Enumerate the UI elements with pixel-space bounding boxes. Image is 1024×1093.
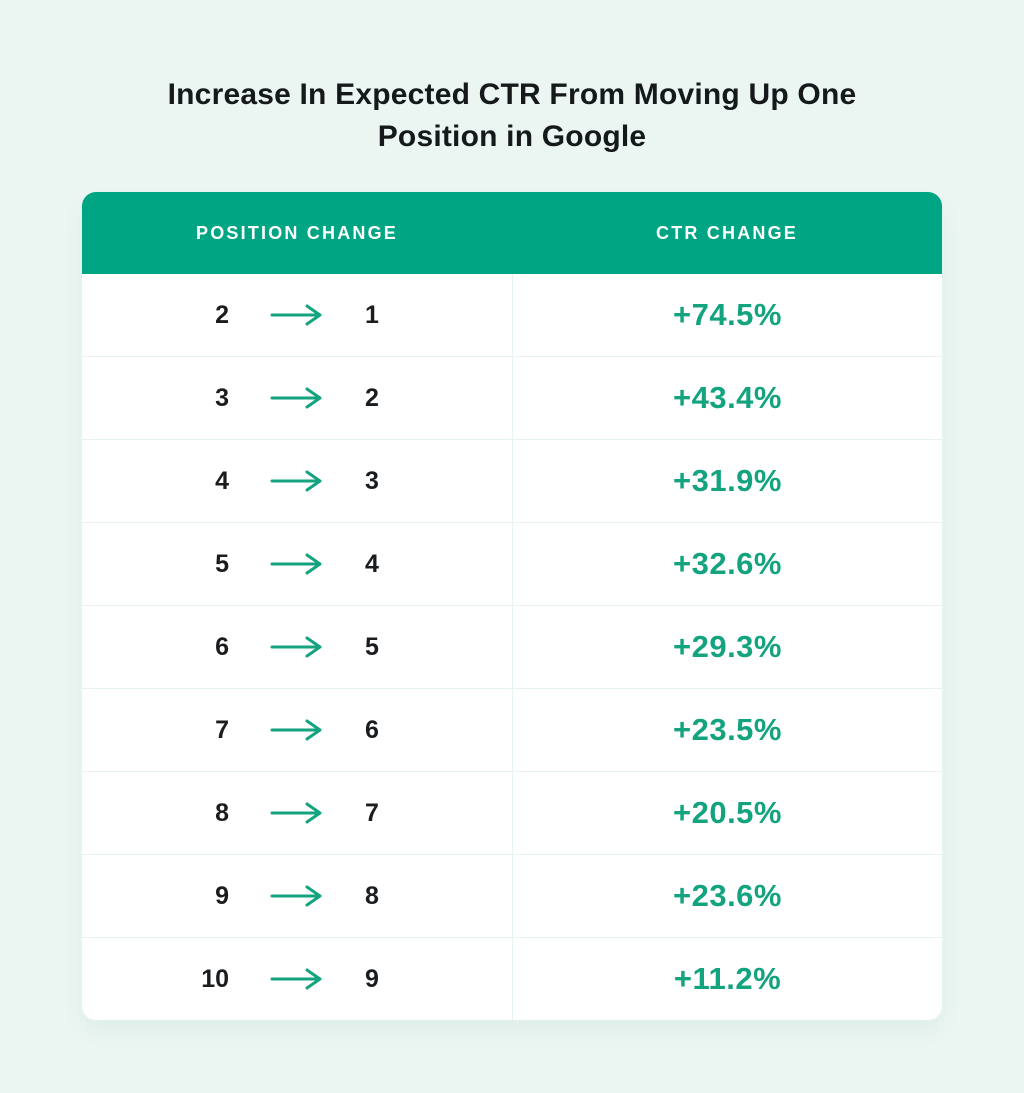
position-to: 6 (365, 715, 379, 744)
position-from: 6 (215, 632, 229, 661)
position-to: 8 (365, 881, 379, 910)
ctr-change-value: +43.4% (672, 380, 782, 415)
table-row: 7 6 +23.5% (82, 688, 942, 771)
table-row: 2 1 +74.5% (82, 274, 942, 356)
ctr-change-cell: +32.6% (512, 523, 942, 605)
position-from: 2 (215, 300, 229, 329)
position-change-cell: 5 4 (82, 523, 512, 605)
position-change-cell: 10 9 (82, 938, 512, 1020)
position-from: 4 (215, 466, 229, 495)
position-change-cell: 4 3 (82, 440, 512, 522)
table-row: 10 9 +11.2% (82, 937, 942, 1020)
table-row: 5 4 +32.6% (82, 522, 942, 605)
position-change-cell: 9 8 (82, 855, 512, 937)
position-change-cell: 7 6 (82, 689, 512, 771)
position-from: 5 (215, 549, 229, 578)
position-change-cell: 6 5 (82, 606, 512, 688)
column-header-position-change: POSITION CHANGE (195, 222, 398, 243)
ctr-change-value: +11.2% (673, 961, 782, 996)
table-row: 8 7 +20.5% (82, 771, 942, 854)
right-arrow-icon (270, 885, 322, 907)
position-to: 9 (365, 964, 379, 993)
right-arrow-icon (270, 719, 322, 741)
table-header-row: POSITION CHANGE CTR CHANGE (82, 192, 942, 274)
ctr-change-value: +31.9% (672, 463, 782, 498)
ctr-change-cell: +43.4% (512, 357, 942, 439)
ctr-change-cell: +20.5% (512, 772, 942, 854)
column-header-ctr-change: CTR CHANGE (656, 222, 798, 243)
ctr-change-cell: +74.5% (512, 274, 942, 356)
position-from: 8 (215, 798, 229, 827)
right-arrow-icon (270, 304, 322, 326)
position-change-cell: 8 7 (82, 772, 512, 854)
table-row: 4 3 +31.9% (82, 439, 942, 522)
table-row: 3 2 +43.4% (82, 356, 942, 439)
position-from: 3 (215, 383, 229, 412)
right-arrow-icon (270, 968, 322, 990)
position-to: 2 (365, 383, 379, 412)
right-arrow-icon (270, 636, 322, 658)
ctr-change-value: +23.6% (672, 878, 782, 913)
position-change-cell: 2 1 (82, 274, 512, 356)
table-body: 2 1 +74.5% 3 2 +43.4% 4 (82, 274, 942, 1020)
ctr-change-cell: +29.3% (512, 606, 942, 688)
ctr-change-cell: +23.5% (512, 689, 942, 771)
right-arrow-icon (270, 470, 322, 492)
right-arrow-icon (270, 387, 322, 409)
position-from: 7 (215, 715, 229, 744)
position-from: 9 (215, 881, 229, 910)
position-to: 7 (365, 798, 379, 827)
right-arrow-icon (270, 802, 322, 824)
position-to: 3 (365, 466, 379, 495)
ctr-change-value: +74.5% (672, 297, 782, 332)
ctr-change-value: +23.5% (672, 712, 782, 747)
position-from: 10 (201, 964, 229, 993)
ctr-change-value: +32.6% (672, 546, 782, 581)
ctr-change-cell: +31.9% (512, 440, 942, 522)
position-change-cell: 3 2 (82, 357, 512, 439)
position-to: 4 (365, 549, 379, 578)
table-row: 9 8 +23.6% (82, 854, 942, 937)
page-title: Increase In Expected CTR From Moving Up … (167, 78, 857, 154)
ctr-change-cell: +23.6% (512, 855, 942, 937)
ctr-change-cell: +11.2% (512, 938, 942, 1020)
table-row: 6 5 +29.3% (82, 605, 942, 688)
position-to: 5 (365, 632, 379, 661)
ctr-table-card: POSITION CHANGE CTR CHANGE 2 1 +74.5% 3 … (82, 192, 942, 1020)
position-to: 1 (365, 300, 379, 329)
right-arrow-icon (270, 553, 322, 575)
ctr-change-value: +29.3% (672, 629, 782, 664)
ctr-change-value: +20.5% (672, 795, 782, 830)
